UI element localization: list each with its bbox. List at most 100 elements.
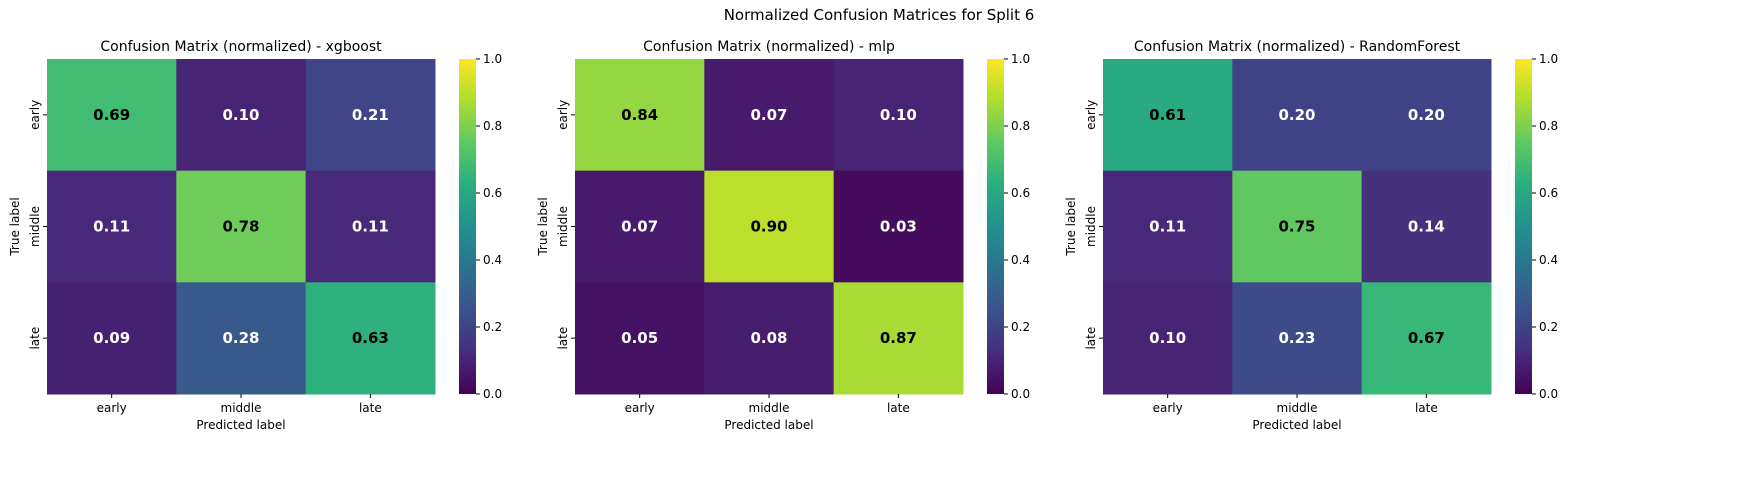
x-tick-label: late: [1415, 401, 1438, 415]
cell-value-label: 0.23: [1278, 329, 1315, 347]
y-tick-label: early: [556, 100, 570, 130]
y-axis-label: True label: [8, 197, 22, 256]
colorbar-tick-label: 0.0: [1011, 387, 1030, 401]
heatmap-cell: [704, 59, 835, 172]
x-tick-label: early: [625, 401, 655, 415]
colorbar-tick-label: 0.2: [1011, 320, 1030, 334]
colorbar-tick-label: 0.6: [483, 186, 502, 200]
cell-value-label: 0.07: [750, 106, 787, 124]
cell-value-label: 0.14: [1408, 218, 1445, 236]
y-tick-label: early: [28, 100, 42, 130]
cell-value-label: 0.10: [1149, 329, 1186, 347]
heatmap-cell: [833, 282, 964, 395]
heatmap-panel-2: Confusion Matrix (normalized) - mlp 0.84 0…: [536, 39, 1030, 432]
cell-value-label: 0.11: [352, 218, 389, 236]
colorbar-tick-label: 0.6: [1539, 186, 1558, 200]
cell-value-label: 0.67: [1408, 329, 1445, 347]
panel-title: Confusion Matrix (normalized) - mlp: [643, 39, 895, 55]
cell-value-label: 0.20: [1408, 106, 1445, 124]
x-tick-label: middle: [221, 401, 262, 415]
x-axis-label: Predicted label: [1252, 418, 1341, 432]
x-axis-label: Predicted label: [196, 418, 285, 432]
colorbar-tick-label: 1.0: [483, 52, 502, 66]
heatmap-panel-1: Confusion Matrix (normalized) - xgboost 0…: [8, 39, 502, 432]
y-tick-label: middle: [28, 206, 42, 247]
colorbar-tick-label: 0.4: [1011, 253, 1030, 267]
colorbar: [1515, 59, 1532, 394]
y-tick-label: middle: [556, 206, 570, 247]
x-tick-label: early: [97, 401, 127, 415]
colorbar-tick-label: 0.0: [1539, 387, 1558, 401]
heatmap-cell: [47, 59, 177, 172]
heatmap-cell: [1232, 59, 1363, 172]
cell-value-label: 0.90: [750, 218, 787, 236]
heatmap-cell: [575, 59, 705, 172]
heatmap-cell: [575, 170, 705, 283]
heatmap-cell: [305, 282, 436, 395]
y-axis-label: True label: [1064, 197, 1078, 256]
colorbar-tick-label: 0.2: [483, 320, 502, 334]
cell-value-label: 0.08: [750, 329, 787, 347]
cell-value-label: 0.09: [93, 329, 130, 347]
heatmap-cell: [305, 170, 436, 283]
cell-value-label: 0.11: [1149, 218, 1186, 236]
colorbar-tick-label: 0.8: [483, 119, 502, 133]
cell-value-label: 0.07: [621, 218, 658, 236]
heatmap-cell: [47, 282, 177, 395]
x-tick-label: late: [887, 401, 910, 415]
colorbar: [987, 59, 1004, 394]
cell-value-label: 0.11: [93, 218, 130, 236]
cell-value-label: 0.63: [352, 329, 389, 347]
panel-title: Confusion Matrix (normalized) - xgboost: [100, 39, 382, 55]
cell-value-label: 0.20: [1278, 106, 1315, 124]
heatmap-cell: [47, 170, 177, 283]
panel-title: Confusion Matrix (normalized) - RandomFo…: [1134, 39, 1461, 55]
cell-value-label: 0.69: [93, 106, 130, 124]
heatmap-cell: [1103, 59, 1233, 172]
cell-value-label: 0.10: [880, 106, 917, 124]
y-axis-label: True label: [536, 197, 550, 256]
heatmap-cell: [1232, 170, 1363, 283]
colorbar-tick-label: 0.8: [1539, 119, 1558, 133]
heatmap-cell: [176, 170, 307, 283]
colorbar-tick-label: 0.0: [483, 387, 502, 401]
cell-value-label: 0.05: [621, 329, 658, 347]
heatmap-cell: [1361, 59, 1492, 172]
cell-value-label: 0.78: [222, 218, 259, 236]
y-tick-label: late: [28, 327, 42, 350]
y-tick-label: middle: [1084, 206, 1098, 247]
heatmap-cell: [704, 282, 835, 395]
colorbar-tick-label: 1.0: [1539, 52, 1558, 66]
colorbar: [459, 59, 476, 394]
heatmap-cell: [1232, 282, 1363, 395]
cell-value-label: 0.61: [1149, 106, 1186, 124]
cell-value-label: 0.84: [621, 106, 658, 124]
heatmap-cell: [833, 170, 964, 283]
x-tick-label: early: [1153, 401, 1183, 415]
y-tick-label: late: [1084, 327, 1098, 350]
heatmap-cell: [1361, 282, 1492, 395]
figure-suptitle: Normalized Confusion Matrices for Split …: [724, 6, 1035, 24]
heatmap-cell: [176, 59, 307, 172]
colorbar-tick-label: 0.4: [483, 253, 502, 267]
x-tick-label: middle: [1277, 401, 1318, 415]
colorbar-tick-label: 0.4: [1539, 253, 1558, 267]
colorbar-tick-label: 1.0: [1011, 52, 1030, 66]
cell-value-label: 0.03: [880, 218, 917, 236]
cell-value-label: 0.28: [222, 329, 259, 347]
x-tick-label: middle: [749, 401, 790, 415]
x-tick-label: late: [359, 401, 382, 415]
heatmap-cell: [704, 170, 835, 283]
heatmap-cell: [1361, 170, 1492, 283]
heatmap-cell: [176, 282, 307, 395]
x-axis-label: Predicted label: [724, 418, 813, 432]
cell-value-label: 0.75: [1278, 218, 1315, 236]
heatmap-panel-3: Confusion Matrix (normalized) - RandomFo…: [1064, 39, 1558, 432]
heatmap-cell: [1103, 170, 1233, 283]
heatmap-cell: [305, 59, 436, 172]
heatmap-cell: [1103, 282, 1233, 395]
cell-value-label: 0.87: [880, 329, 917, 347]
colorbar-tick-label: 0.8: [1011, 119, 1030, 133]
heatmap-cell: [833, 59, 964, 172]
